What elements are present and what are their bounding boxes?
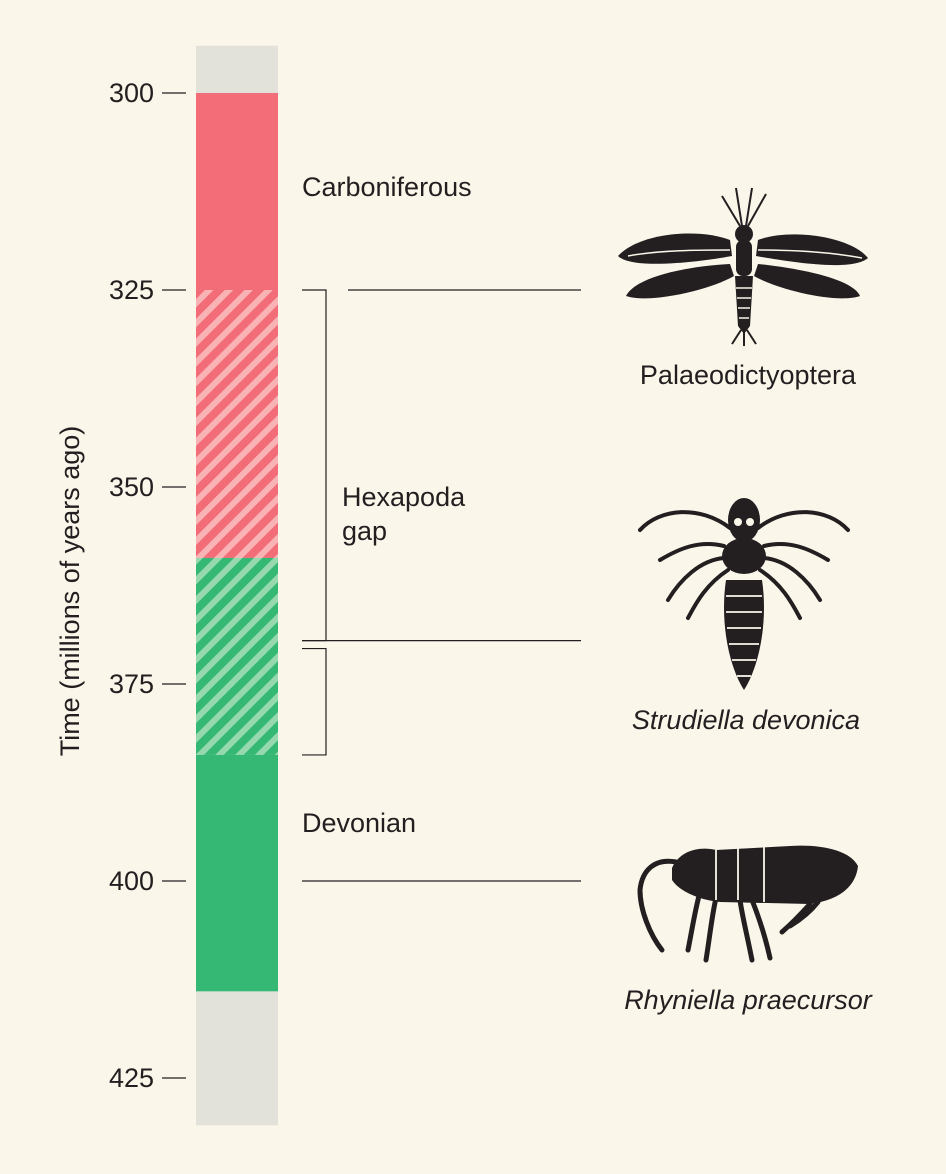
gap-bracket-0: [302, 289, 327, 642]
rhyniella-label: Rhyniella praecursor: [624, 985, 872, 1015]
hexapoda-gap-line1: Hexapoda: [342, 482, 466, 512]
hatched-segment-1: [196, 290, 278, 558]
hexapoda-gap-line2: gap: [342, 516, 388, 546]
period-segment-devonian: [196, 754, 278, 992]
palaeodictyoptera-silhouette-icon: [618, 187, 868, 346]
hexapoda-gap-label: Hexapoda gap: [342, 480, 465, 548]
strudiella-label: Strudiella devonica: [631, 705, 861, 735]
strudiella-silhouette-icon: [638, 498, 850, 690]
hatched-segment-2: [196, 557, 278, 755]
period-segment-carboniferous: [196, 93, 278, 290]
tick-label-325: 325: [108, 275, 154, 305]
gap-bracket-1: [302, 647, 327, 756]
tick-label-300: 300: [108, 78, 154, 108]
tick-label-425: 425: [108, 1063, 154, 1093]
carboniferous-label: Carboniferous: [302, 172, 472, 202]
tick-label-350: 350: [108, 472, 154, 502]
devonian-label: Devonian: [302, 808, 417, 838]
y-axis-title: Time (millions of years ago): [55, 425, 85, 757]
tick-label-375: 375: [108, 669, 154, 699]
palaeodictyoptera-label: Palaeodictyoptera: [639, 360, 857, 390]
rhyniella-silhouette-icon: [637, 845, 858, 963]
tick-label-400: 400: [108, 866, 154, 896]
